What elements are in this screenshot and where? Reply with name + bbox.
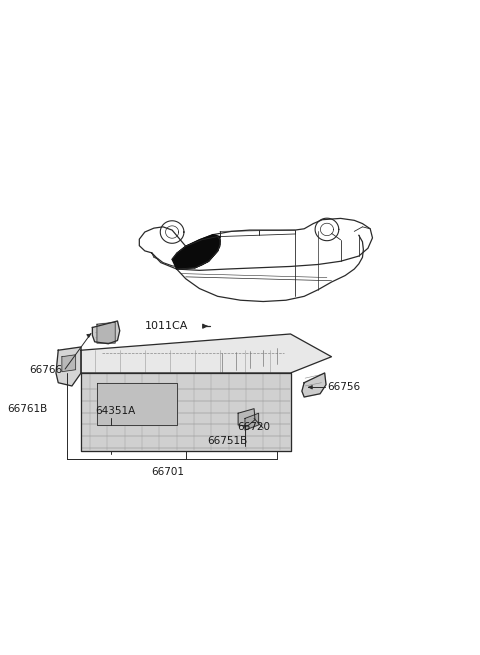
Text: 66766: 66766 — [30, 365, 63, 375]
Polygon shape — [238, 409, 255, 426]
Text: 66751B: 66751B — [208, 436, 248, 445]
Polygon shape — [245, 413, 259, 430]
Polygon shape — [302, 373, 326, 397]
Text: 66756: 66756 — [327, 383, 360, 392]
Polygon shape — [81, 373, 290, 451]
Text: 1011CA: 1011CA — [144, 321, 188, 331]
Polygon shape — [97, 322, 115, 343]
Text: 64351A: 64351A — [96, 407, 136, 417]
Text: 66720: 66720 — [237, 422, 270, 432]
Polygon shape — [93, 321, 120, 344]
Polygon shape — [81, 334, 332, 373]
Polygon shape — [172, 236, 220, 269]
Polygon shape — [97, 383, 177, 425]
Text: 66761B: 66761B — [8, 403, 48, 414]
Polygon shape — [56, 347, 81, 386]
Polygon shape — [177, 234, 220, 268]
Text: 66701: 66701 — [151, 467, 184, 477]
Polygon shape — [62, 355, 75, 371]
